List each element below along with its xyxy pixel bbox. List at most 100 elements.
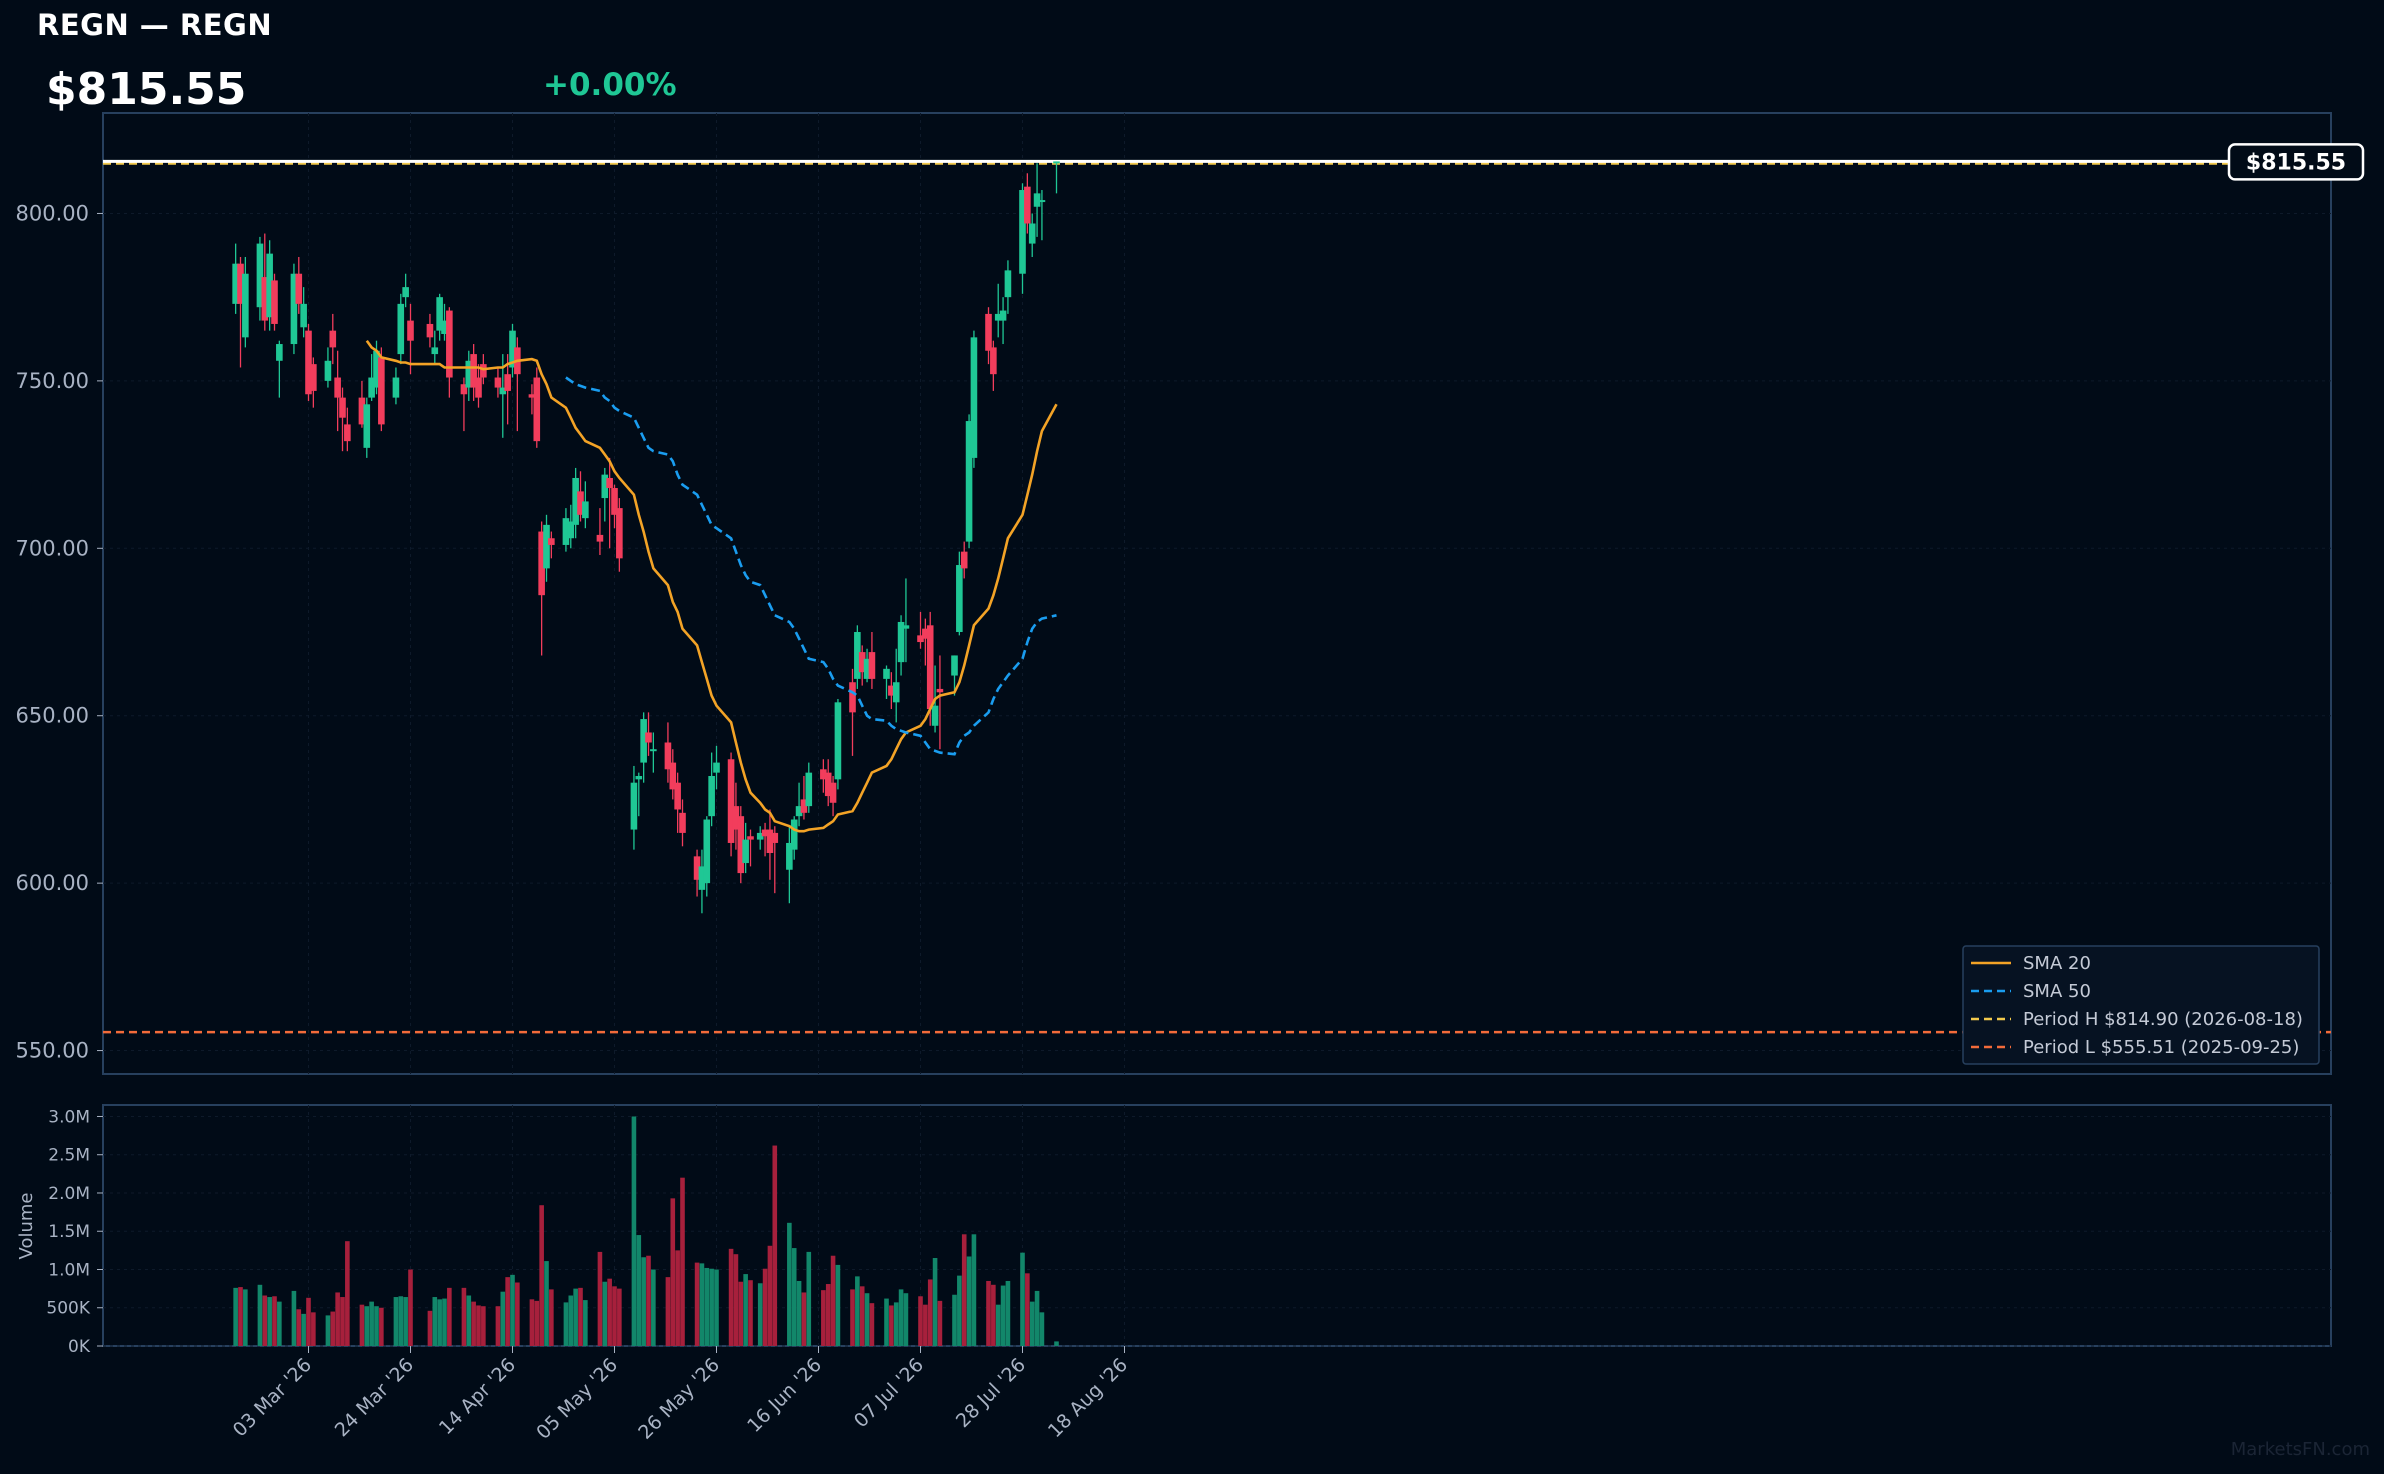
volume-bar bbox=[243, 1289, 248, 1346]
volume-tick-label: 1.5M bbox=[48, 1222, 90, 1242]
candle-body bbox=[1038, 200, 1046, 203]
volume-bar bbox=[257, 1284, 263, 1346]
candle-body bbox=[431, 347, 439, 355]
volume-panel[interactable]: 3.0M 2.5M 2.0M 1.5M 1.0M 500K 0K Volume bbox=[16, 1104, 2332, 1357]
volume-bar bbox=[787, 1222, 792, 1346]
candle-body bbox=[926, 625, 934, 710]
volume-bar bbox=[515, 1282, 520, 1346]
x-tick-label: 24 Mar '26 bbox=[331, 1354, 418, 1441]
volume-bar bbox=[340, 1297, 345, 1346]
candle-body bbox=[790, 819, 798, 850]
candle-body bbox=[290, 273, 298, 345]
candle-body bbox=[499, 387, 507, 395]
x-tick-label: 28 Jul '26 bbox=[952, 1354, 1030, 1432]
candle-body bbox=[703, 819, 711, 884]
volume-bar bbox=[529, 1299, 535, 1346]
volume-bar bbox=[505, 1277, 510, 1346]
candle-body bbox=[237, 263, 244, 304]
candle-body bbox=[339, 397, 346, 418]
volume-bar bbox=[801, 1292, 807, 1346]
watermark: MarketsFN.com bbox=[2230, 1439, 2370, 1460]
candle-body bbox=[577, 491, 584, 515]
volume-bar bbox=[966, 1256, 972, 1346]
volume-bar bbox=[495, 1306, 501, 1346]
volume-bar bbox=[767, 1245, 773, 1346]
candle-body bbox=[965, 421, 973, 542]
volume-bar bbox=[714, 1269, 719, 1346]
price-panel[interactable]: 800.00 750.00 700.00 650.00 600.00 550.00 $815… bbox=[16, 112, 2365, 1075]
volume-tick-label: 1.0M bbox=[48, 1260, 90, 1280]
candle-body bbox=[1019, 190, 1026, 274]
candle-body bbox=[800, 799, 808, 813]
candle-body bbox=[460, 384, 468, 395]
volume-bar bbox=[748, 1280, 753, 1346]
price-panel-frame bbox=[102, 112, 2332, 1075]
volume-bar bbox=[952, 1294, 957, 1346]
candle-body bbox=[441, 320, 448, 334]
volume-bar bbox=[291, 1290, 297, 1346]
volume-bar bbox=[607, 1278, 612, 1346]
candle-body bbox=[858, 652, 866, 673]
candle-body bbox=[276, 344, 283, 361]
candle-body bbox=[305, 330, 312, 395]
volume-bar bbox=[1025, 1273, 1030, 1346]
volume-bar bbox=[859, 1286, 865, 1346]
sma20-line bbox=[365, 339, 1058, 833]
x-tick-label: 05 May '26 bbox=[532, 1354, 622, 1444]
candle-body bbox=[824, 772, 832, 797]
volume-bar bbox=[578, 1287, 583, 1346]
candle-body bbox=[1028, 223, 1036, 244]
candle-body bbox=[698, 866, 706, 890]
y-tick-label: 750.00 bbox=[16, 369, 89, 393]
candle-body bbox=[868, 652, 876, 679]
candle-body bbox=[795, 806, 803, 817]
volume-bar bbox=[563, 1302, 569, 1346]
volume-bar bbox=[733, 1254, 739, 1346]
volume-bar bbox=[277, 1301, 282, 1346]
volume-bar bbox=[796, 1280, 802, 1346]
volume-bar bbox=[539, 1205, 544, 1346]
volume-axis-label: Volume bbox=[16, 1193, 37, 1260]
volume-bar bbox=[466, 1295, 472, 1346]
candle-body bbox=[334, 377, 341, 398]
candle-body bbox=[674, 782, 681, 810]
candle-body bbox=[373, 350, 380, 388]
volume-bar bbox=[743, 1274, 748, 1346]
volume-bar bbox=[651, 1269, 656, 1346]
volume-bar bbox=[704, 1267, 710, 1346]
volume-bar bbox=[898, 1289, 904, 1346]
volume-bar bbox=[932, 1258, 938, 1346]
candle-body bbox=[766, 829, 774, 854]
candle-body bbox=[567, 521, 575, 539]
candle-body bbox=[300, 303, 307, 328]
candle-body bbox=[562, 518, 570, 545]
last-price-badge bbox=[2227, 143, 2365, 181]
candle-body bbox=[786, 842, 793, 870]
candle-body bbox=[392, 377, 400, 398]
candle-body bbox=[368, 377, 375, 398]
volume-bar bbox=[447, 1287, 452, 1346]
candle-body bbox=[436, 297, 443, 331]
volume-bar bbox=[699, 1263, 705, 1346]
volume-tick-label: 2.5M bbox=[48, 1146, 90, 1166]
candle-body bbox=[548, 538, 555, 545]
volume-bar bbox=[335, 1292, 340, 1346]
volume-bar bbox=[379, 1307, 384, 1346]
volume-bar bbox=[461, 1287, 467, 1346]
volume-bar bbox=[986, 1280, 991, 1346]
candle-body bbox=[606, 477, 613, 489]
volume-bar bbox=[617, 1288, 622, 1346]
volume-bar bbox=[675, 1250, 680, 1346]
candle-body bbox=[863, 658, 871, 679]
volume-bar bbox=[893, 1302, 899, 1346]
candle-body bbox=[538, 531, 545, 596]
candle-body bbox=[266, 253, 273, 318]
candle-body bbox=[756, 832, 764, 840]
candle-body bbox=[611, 488, 618, 515]
volume-bar bbox=[476, 1305, 481, 1346]
volume-tick-label: 0K bbox=[68, 1337, 91, 1357]
candle-body bbox=[960, 551, 968, 569]
volume-bar bbox=[1054, 1341, 1059, 1346]
candle-body bbox=[494, 377, 502, 388]
